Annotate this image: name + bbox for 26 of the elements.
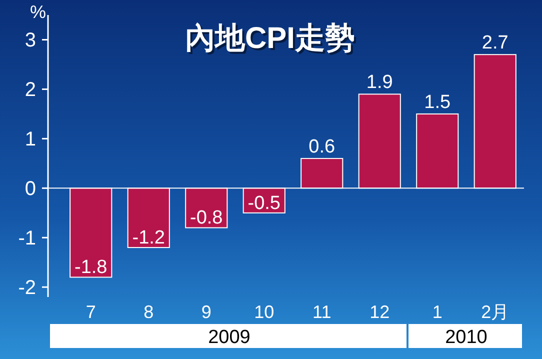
- data-label: -0.8: [190, 208, 223, 229]
- data-label: -0.5: [248, 192, 280, 214]
- data-label: 0.6: [308, 136, 336, 158]
- data-label: -1.2: [132, 228, 165, 249]
- x-tick-label: 8: [144, 302, 154, 322]
- chart-title: 內地CPI走勢: [186, 24, 358, 57]
- x-tick-label: 7: [86, 302, 96, 322]
- y-tick-label: 3: [24, 30, 36, 52]
- text: 2009: [208, 327, 250, 348]
- y-tick-label: -2: [18, 277, 36, 300]
- data-label: 2.7: [482, 32, 508, 54]
- y-tick-label: 0: [24, 178, 36, 200]
- y-tick-label: -1: [18, 228, 36, 250]
- y-axis-title: %: [30, 2, 46, 22]
- x-tick-label: 9: [201, 302, 212, 322]
- x-tick-label: 10: [254, 302, 274, 322]
- data-label: -1.8: [74, 257, 108, 278]
- x-tick-label: 11: [312, 302, 332, 322]
- data-label: 1.9: [366, 72, 393, 94]
- x-tick-label: 12: [370, 302, 390, 322]
- text: 2010: [445, 327, 488, 348]
- data-label: 1.5: [424, 92, 451, 113]
- y-tick-label: 2: [24, 79, 36, 102]
- y-tick-label: 1: [24, 128, 36, 151]
- x-tick-label: 1: [432, 302, 442, 322]
- x-tick-label: 2月: [481, 302, 510, 322]
